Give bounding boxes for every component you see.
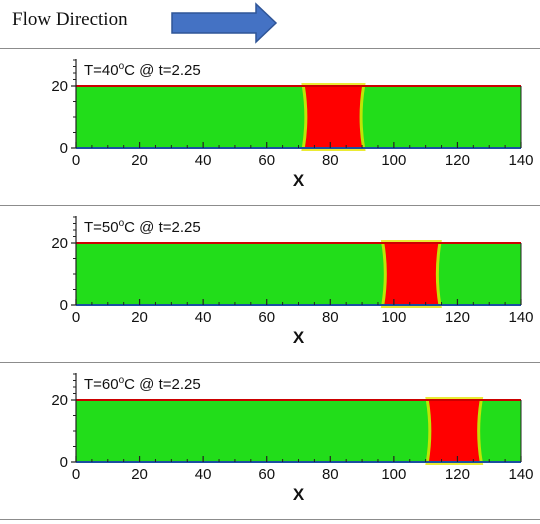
x-axis-label: X [293, 171, 305, 190]
panel-50c: 0 20 0 20 40 60 80 100 120 140 X T=50oC @ t=2.25 [0, 210, 540, 355]
x-tick-label: 0 [72, 309, 80, 326]
x-tick-label: 80 [322, 309, 339, 326]
x-tick-label: 100 [381, 152, 406, 169]
x-tick-label: 100 [381, 466, 406, 483]
droplet [304, 86, 363, 148]
x-tick-label: 40 [195, 466, 212, 483]
y-tick-label: 20 [51, 392, 68, 409]
y-tick-label: 0 [60, 454, 68, 471]
x-tick-label: 80 [322, 152, 339, 169]
x-tick-label: 40 [195, 309, 212, 326]
fluid-domain [76, 86, 521, 148]
y-tick-label: 20 [51, 78, 68, 95]
divider [0, 362, 540, 363]
divider [0, 205, 540, 206]
flow-direction-label: Flow Direction [12, 9, 128, 30]
x-tick-label: 20 [131, 309, 148, 326]
x-tick-label: 20 [131, 152, 148, 169]
x-tick-label: 20 [131, 466, 148, 483]
y-tick-label: 0 [60, 140, 68, 157]
x-tick-label: 120 [445, 466, 470, 483]
right-arrow-icon [171, 2, 278, 44]
x-tick-label: 80 [322, 466, 339, 483]
x-axis-label: X [293, 328, 305, 347]
x-tick-label: 120 [445, 152, 470, 169]
divider [0, 519, 540, 520]
panel-60c: 0 20 0 20 40 60 80 100 120 140 X T=60oC @ t=2.25 [0, 367, 540, 512]
contour-plot: 0 20 0 20 40 60 80 100 120 140 X T=60oC @ t=2.25 [51, 373, 534, 504]
panel-label: T=60oC @ t=2.25 [84, 375, 201, 393]
contour-plot: 0 20 0 20 40 60 80 100 120 140 X T=50oC @ t=2.25 [51, 216, 534, 347]
x-tick-label: 140 [508, 466, 533, 483]
panel-label: T=40oC @ t=2.25 [84, 61, 201, 79]
x-tick-label: 140 [508, 309, 533, 326]
x-tick-label: 100 [381, 309, 406, 326]
x-tick-label: 140 [508, 152, 533, 169]
panel-40c: 0 20 0 20 40 60 80 100 120 140 X T=40oC @ t=2.25 [0, 53, 540, 198]
header: Flow Direction [0, 0, 540, 46]
droplet [428, 400, 480, 462]
droplet [384, 243, 439, 305]
y-tick-label: 0 [60, 297, 68, 314]
fluid-domain [76, 243, 521, 305]
x-tick-label: 60 [258, 152, 275, 169]
x-tick-label: 40 [195, 152, 212, 169]
x-tick-label: 0 [72, 152, 80, 169]
divider [0, 48, 540, 49]
x-tick-label: 60 [258, 466, 275, 483]
x-axis-label: X [293, 485, 305, 504]
contour-plot: 0 20 0 20 40 60 80 100 120 140 X T=40oC @ t=2.25 [51, 59, 534, 190]
x-tick-label: 0 [72, 466, 80, 483]
y-tick-label: 20 [51, 235, 68, 252]
panel-label: T=50oC @ t=2.25 [84, 218, 201, 236]
x-tick-label: 120 [445, 309, 470, 326]
x-tick-label: 60 [258, 309, 275, 326]
